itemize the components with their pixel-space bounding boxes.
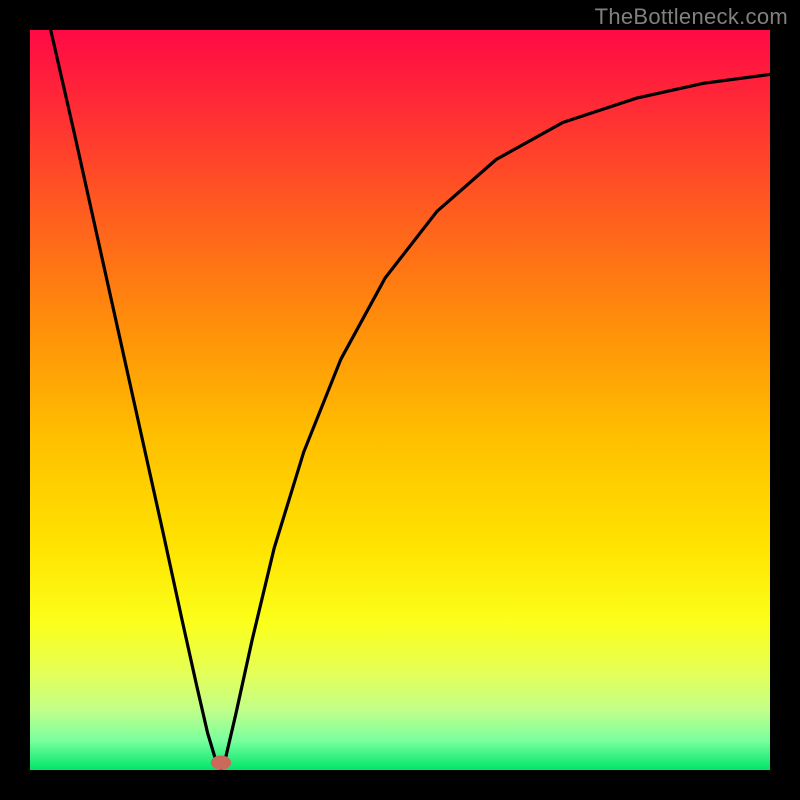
gradient-background bbox=[30, 30, 770, 770]
watermark-text: TheBottleneck.com bbox=[595, 4, 788, 30]
gradient-chart-svg bbox=[30, 30, 770, 770]
minimum-marker bbox=[211, 756, 230, 769]
plot-area bbox=[30, 30, 770, 770]
chart-frame: TheBottleneck.com bbox=[0, 0, 800, 800]
